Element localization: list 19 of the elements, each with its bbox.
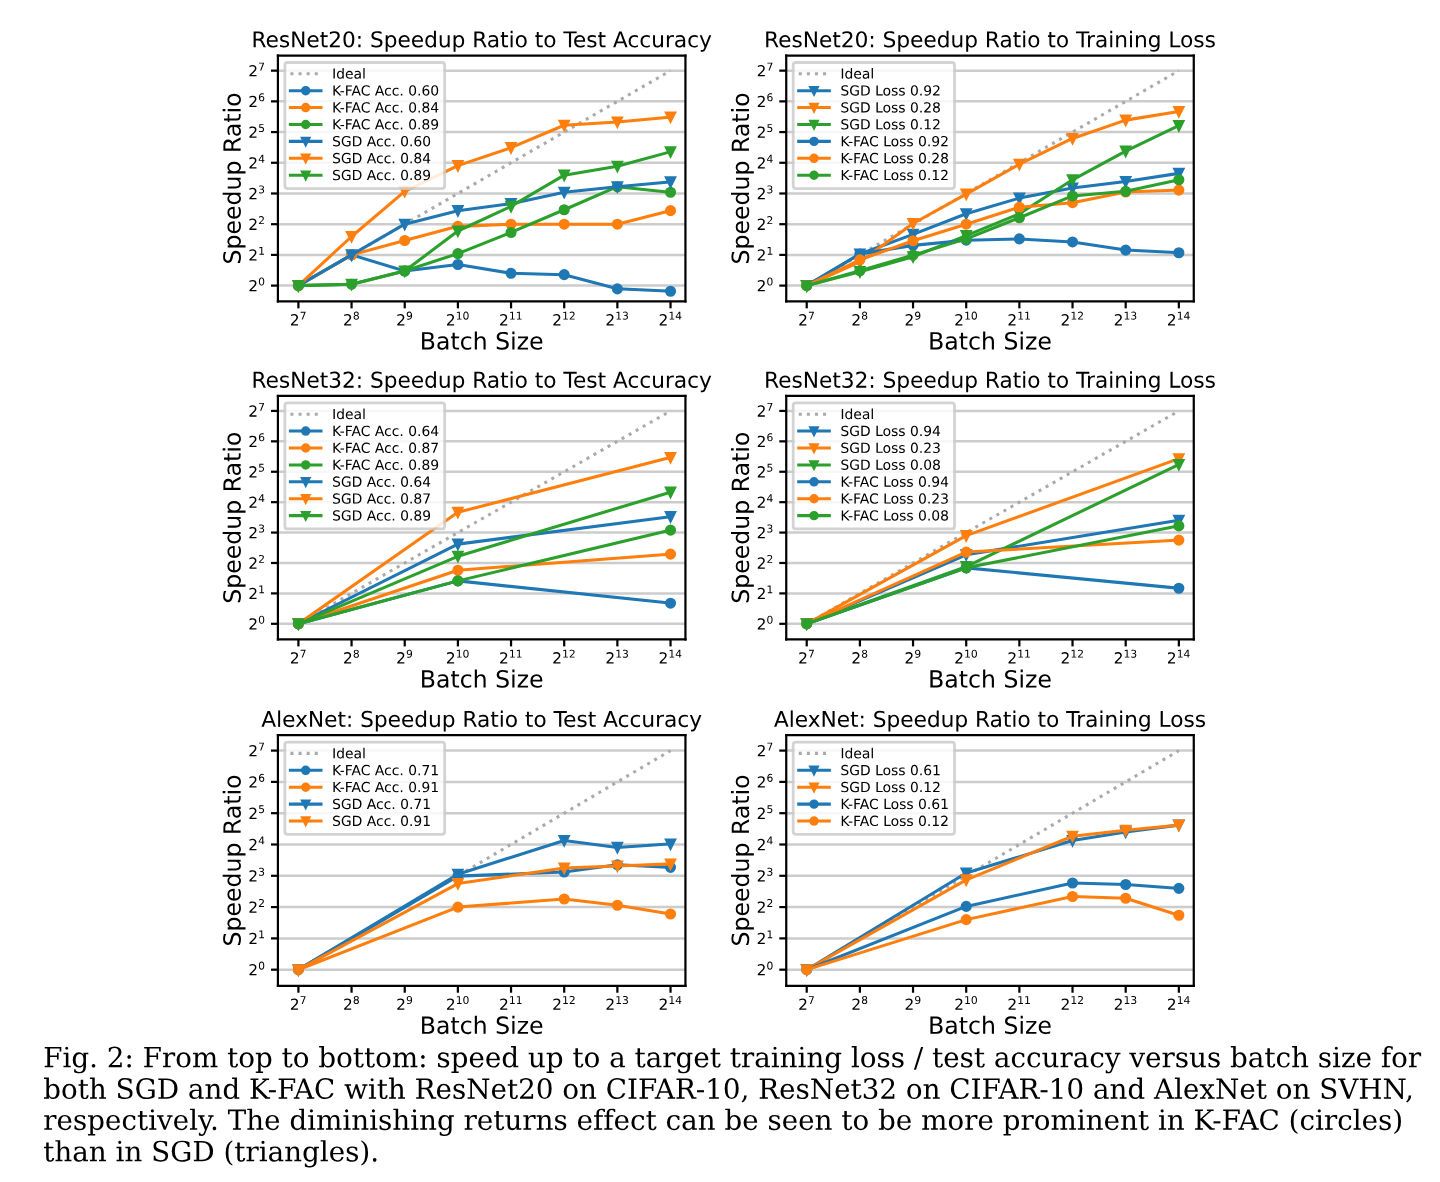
y-axis-title: Speedup Ratio [222,93,246,263]
chart-title: ResNet20: Speedup Ratio to Training Loss [766,30,1215,52]
x-axis-title: Batch Size [930,331,1051,350]
chart-title: AlexNet: Speedup Ratio to Training Loss [774,710,1206,732]
y-axis-title: Speedup Ratio [222,775,246,945]
y-axis-title: Speedup Ratio [222,432,246,603]
y-axis-title: Speedup Ratio [731,93,754,263]
x-axis-title: Batch Size [930,1015,1051,1035]
x-axis-title: Batch Size [422,1015,543,1035]
x-axis-title: Batch Size [422,331,543,350]
chart-title: ResNet32: Speedup Ratio to Test Accuracy [253,371,712,393]
x-axis-title: Batch Size [422,669,543,688]
y-axis-title: Speedup Ratio [731,432,754,603]
y-axis-title: Speedup Ratio [731,775,754,945]
chart-title: ResNet20: Speedup Ratio to Test Accuracy [253,30,712,52]
chart-title: AlexNet: Speedup Ratio to Test Accuracy [261,710,702,732]
x-axis-title: Batch Size [930,669,1051,688]
caption: Fig. 2: From top to bottom: speed up to a target training loss / test accuracy versus batch size for both SGD and K-FAC with ResNet20 on CIFAR-10, ResNet32 on CIFAR-10 and AlexNet on SVHN, respectively. The diminishing returns effect can be seen to be more prominent in K-FAC (circles) than in SGD (triangles). [44,1046,1422,1168]
chart-title: ResNet32: Speedup Ratio to Training Loss [766,371,1215,393]
